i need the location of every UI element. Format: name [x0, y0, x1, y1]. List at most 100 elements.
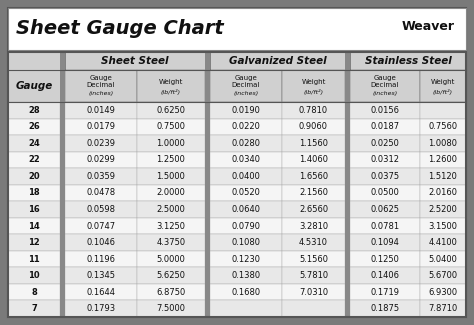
Text: 4.5310: 4.5310	[299, 238, 328, 247]
Text: 0.1380: 0.1380	[231, 271, 261, 280]
Bar	[205, 52, 210, 317]
Bar	[65, 70, 137, 102]
Bar	[350, 102, 420, 119]
Text: Weaver: Weaver	[401, 20, 455, 33]
Bar	[282, 135, 345, 152]
Bar	[282, 168, 345, 185]
Text: 1.5000: 1.5000	[156, 172, 185, 181]
Text: 0.1644: 0.1644	[86, 288, 116, 297]
Bar	[65, 168, 137, 185]
Bar	[137, 135, 205, 152]
Bar	[210, 284, 282, 300]
Bar	[420, 300, 466, 317]
Bar	[420, 70, 466, 102]
Text: 14: 14	[28, 222, 40, 230]
Text: 5.6250: 5.6250	[156, 271, 185, 280]
Bar	[420, 135, 466, 152]
Bar	[8, 251, 60, 267]
Bar	[420, 185, 466, 201]
Bar	[8, 185, 60, 201]
Text: 1.1560: 1.1560	[299, 139, 328, 148]
Bar	[420, 234, 466, 251]
Text: 0.0400: 0.0400	[232, 172, 260, 181]
Bar	[350, 218, 420, 234]
Bar	[420, 119, 466, 135]
Bar	[282, 300, 345, 317]
Bar	[420, 267, 466, 284]
Text: (inches): (inches)	[88, 90, 114, 96]
Text: Sheet Gauge Chart: Sheet Gauge Chart	[16, 20, 224, 38]
Bar	[65, 135, 137, 152]
Bar	[8, 267, 60, 284]
Bar	[420, 102, 466, 119]
Text: 0.0312: 0.0312	[371, 155, 400, 164]
Text: 2.5200: 2.5200	[428, 205, 457, 214]
Bar	[137, 185, 205, 201]
Text: 1.0080: 1.0080	[428, 139, 457, 148]
Text: 26: 26	[28, 122, 40, 131]
Text: 1.6560: 1.6560	[299, 172, 328, 181]
Text: 0.1250: 0.1250	[371, 254, 400, 264]
Bar	[8, 52, 60, 102]
Bar	[60, 52, 65, 317]
Text: 0.0747: 0.0747	[86, 222, 116, 230]
Text: 6.9300: 6.9300	[428, 288, 457, 297]
Text: 0.0190: 0.0190	[232, 106, 260, 115]
Text: 0.1230: 0.1230	[231, 254, 261, 264]
Text: 2.0000: 2.0000	[156, 188, 185, 198]
Bar	[350, 234, 420, 251]
Text: 7.0310: 7.0310	[299, 288, 328, 297]
Bar	[8, 168, 60, 185]
Text: 0.0478: 0.0478	[86, 188, 116, 198]
Bar	[282, 284, 345, 300]
Bar	[65, 102, 137, 119]
Text: 5.6700: 5.6700	[428, 271, 457, 280]
Text: 0.1875: 0.1875	[371, 304, 400, 313]
Text: 0.0239: 0.0239	[86, 139, 116, 148]
Bar	[210, 152, 282, 168]
Bar	[282, 251, 345, 267]
Text: (inches): (inches)	[373, 90, 398, 96]
Bar	[65, 52, 205, 70]
Text: Sheet Steel: Sheet Steel	[101, 56, 169, 66]
Bar	[8, 102, 60, 119]
Bar	[345, 52, 350, 317]
Bar	[8, 119, 60, 135]
Text: 7: 7	[31, 304, 37, 313]
Bar	[350, 267, 420, 284]
Bar	[137, 70, 205, 102]
Text: 20: 20	[28, 172, 40, 181]
Bar	[65, 119, 137, 135]
Text: 0.1680: 0.1680	[231, 288, 261, 297]
Text: 0.6250: 0.6250	[156, 106, 185, 115]
Bar	[350, 152, 420, 168]
Text: 4.4100: 4.4100	[428, 238, 457, 247]
Text: 0.7500: 0.7500	[156, 122, 185, 131]
Bar	[210, 234, 282, 251]
Bar	[350, 119, 420, 135]
Text: 1.2500: 1.2500	[156, 155, 185, 164]
Text: 0.1793: 0.1793	[86, 304, 116, 313]
Bar	[65, 284, 137, 300]
Text: 0.0149: 0.0149	[87, 106, 116, 115]
Text: Gauge: Gauge	[90, 75, 112, 81]
Text: 1.2600: 1.2600	[428, 155, 457, 164]
Bar	[8, 284, 60, 300]
Bar	[8, 135, 60, 152]
Text: 0.7560: 0.7560	[428, 122, 457, 131]
Text: 0.0500: 0.0500	[371, 188, 400, 198]
Bar	[137, 267, 205, 284]
Text: 18: 18	[28, 188, 40, 198]
Bar	[420, 201, 466, 218]
Text: 0.0640: 0.0640	[231, 205, 261, 214]
Bar	[137, 102, 205, 119]
Text: 0.1046: 0.1046	[86, 238, 116, 247]
Bar	[210, 119, 282, 135]
Bar	[8, 234, 60, 251]
Text: 8: 8	[31, 288, 37, 297]
Text: 0.0375: 0.0375	[371, 172, 400, 181]
Bar	[137, 119, 205, 135]
Bar	[210, 267, 282, 284]
Text: 0.0598: 0.0598	[86, 205, 116, 214]
Text: 0.0299: 0.0299	[87, 155, 116, 164]
